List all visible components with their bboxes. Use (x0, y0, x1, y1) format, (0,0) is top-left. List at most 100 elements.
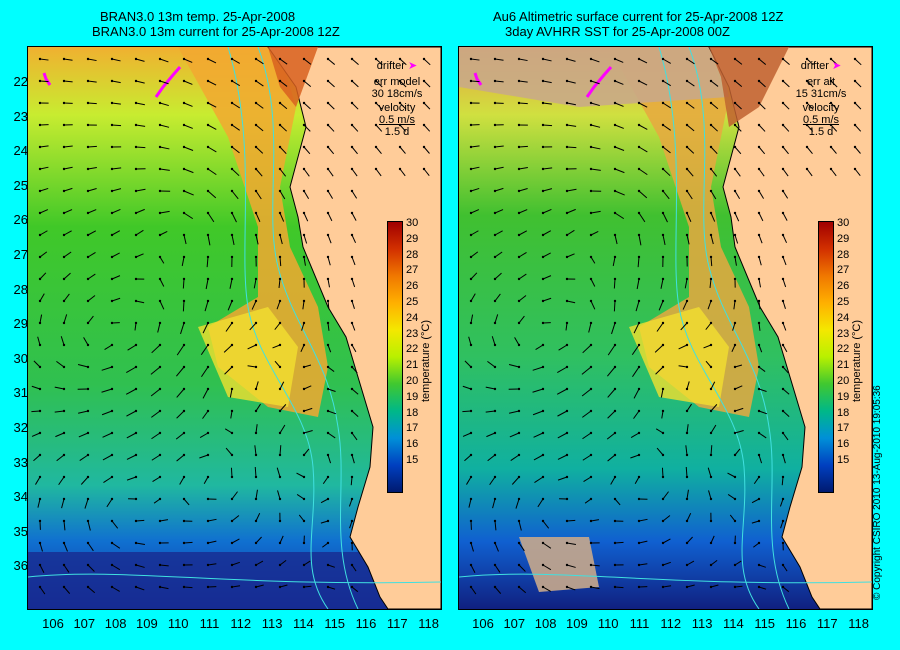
current-arrow-origin (230, 277, 234, 281)
current-arrow (279, 212, 285, 222)
current-arrow-origin (38, 79, 42, 83)
current-arrow-origin (469, 475, 473, 479)
current-arrow-origin (350, 277, 354, 281)
current-arrow (150, 366, 161, 375)
current-arrow-origin (661, 299, 665, 303)
current-arrow (134, 322, 137, 331)
current-arrow-origin (158, 497, 162, 501)
current-arrow (710, 404, 718, 412)
current-arrow-origin (230, 167, 234, 171)
current-arrow-origin (469, 541, 473, 545)
current-arrow (39, 542, 43, 552)
longitude-tick-label: 115 (324, 616, 346, 631)
bathymetry-contour (257, 47, 359, 609)
current-arrow-origin (278, 453, 282, 457)
current-arrow (351, 564, 357, 572)
current-arrow (229, 278, 233, 289)
current-arrow (176, 344, 185, 356)
current-arrow-origin (278, 189, 282, 193)
current-arrow (279, 256, 282, 267)
current-arrow (686, 403, 692, 412)
current-arrow (351, 102, 359, 110)
current-arrow (39, 272, 47, 280)
current-arrow-origin (326, 431, 330, 435)
current-arrow (111, 58, 121, 62)
current-arrow (159, 231, 168, 236)
right-title-line1: Au6 Altimetric surface current for 25-Ap… (493, 9, 784, 24)
current-arrow-origin (278, 365, 282, 369)
current-arrow-origin (709, 563, 713, 567)
current-arrow (782, 124, 790, 132)
current-arrow (87, 187, 97, 192)
current-arrow-origin (182, 497, 186, 501)
current-arrow-origin (230, 123, 234, 127)
current-arrow (78, 432, 89, 438)
current-arrow (632, 366, 640, 378)
current-arrow (494, 58, 504, 61)
current-arrow-origin (230, 145, 234, 149)
current-arrow (181, 256, 185, 267)
warm-eddy-region (629, 307, 729, 407)
current-arrow-origin (661, 475, 665, 479)
current-arrow-origin (278, 255, 282, 259)
current-arrow-origin (182, 167, 186, 171)
current-arrow (614, 586, 624, 589)
current-arrow-origin (86, 409, 90, 413)
current-arrow (351, 454, 355, 464)
current-arrow-origin (134, 387, 138, 391)
current-arrow (423, 80, 431, 88)
current-arrow-origin (302, 343, 306, 347)
current-arrow-origin (182, 431, 186, 435)
current-arrow-origin (182, 189, 186, 193)
longitude-tick-label: 117 (386, 616, 408, 631)
current-arrow-origin (230, 519, 234, 523)
current-arrow (249, 322, 257, 331)
current-arrow-origin (637, 321, 641, 325)
current-arrow-origin (565, 541, 569, 545)
current-arrow (686, 234, 690, 245)
current-arrow (782, 58, 790, 66)
current-arrow-origin (278, 167, 282, 171)
current-arrow-origin (374, 101, 378, 105)
current-arrow (582, 410, 592, 418)
current-arrow-origin (709, 585, 713, 589)
current-arrow-origin (469, 563, 473, 567)
current-arrow (518, 315, 525, 324)
current-arrow-origin (541, 255, 545, 259)
current-arrow (462, 385, 472, 390)
current-arrow-origin (589, 563, 593, 567)
current-arrow-origin (637, 431, 641, 435)
current-arrow-origin (86, 101, 90, 105)
current-arrow (566, 58, 576, 62)
current-arrow-origin (469, 79, 473, 83)
current-arrow (231, 58, 240, 64)
current-vector-field (462, 57, 862, 595)
current-arrow (399, 80, 407, 88)
current-arrow (734, 190, 741, 200)
current-arrow-origin (829, 145, 833, 149)
current-arrow (375, 146, 382, 155)
longitude-tick-label: 106 (42, 616, 64, 631)
current-arrow (327, 256, 331, 266)
current-arrow-origin (661, 79, 665, 83)
current-arrow (566, 188, 577, 192)
current-arrow (327, 344, 332, 353)
current-arrow-origin (182, 277, 186, 281)
current-arrow (183, 58, 193, 63)
current-arrow-origin (158, 123, 162, 127)
current-arrow (806, 124, 814, 132)
current-arrow-origin (110, 497, 114, 501)
current-arrow-origin (86, 79, 90, 83)
current-arrow (581, 388, 592, 397)
current-arrow-origin (398, 123, 402, 127)
current-arrow (63, 209, 73, 214)
current-arrow-origin (302, 299, 306, 303)
drifter-arrow-icon: ➤ (831, 60, 842, 72)
current-arrow (111, 542, 121, 549)
current-arrow-origin (206, 431, 210, 435)
current-arrow-origin (254, 519, 258, 523)
current-arrow (101, 410, 113, 416)
current-arrow (279, 234, 283, 245)
current-arrow (662, 585, 672, 588)
latitude-tick-label: 32 (13, 420, 28, 435)
